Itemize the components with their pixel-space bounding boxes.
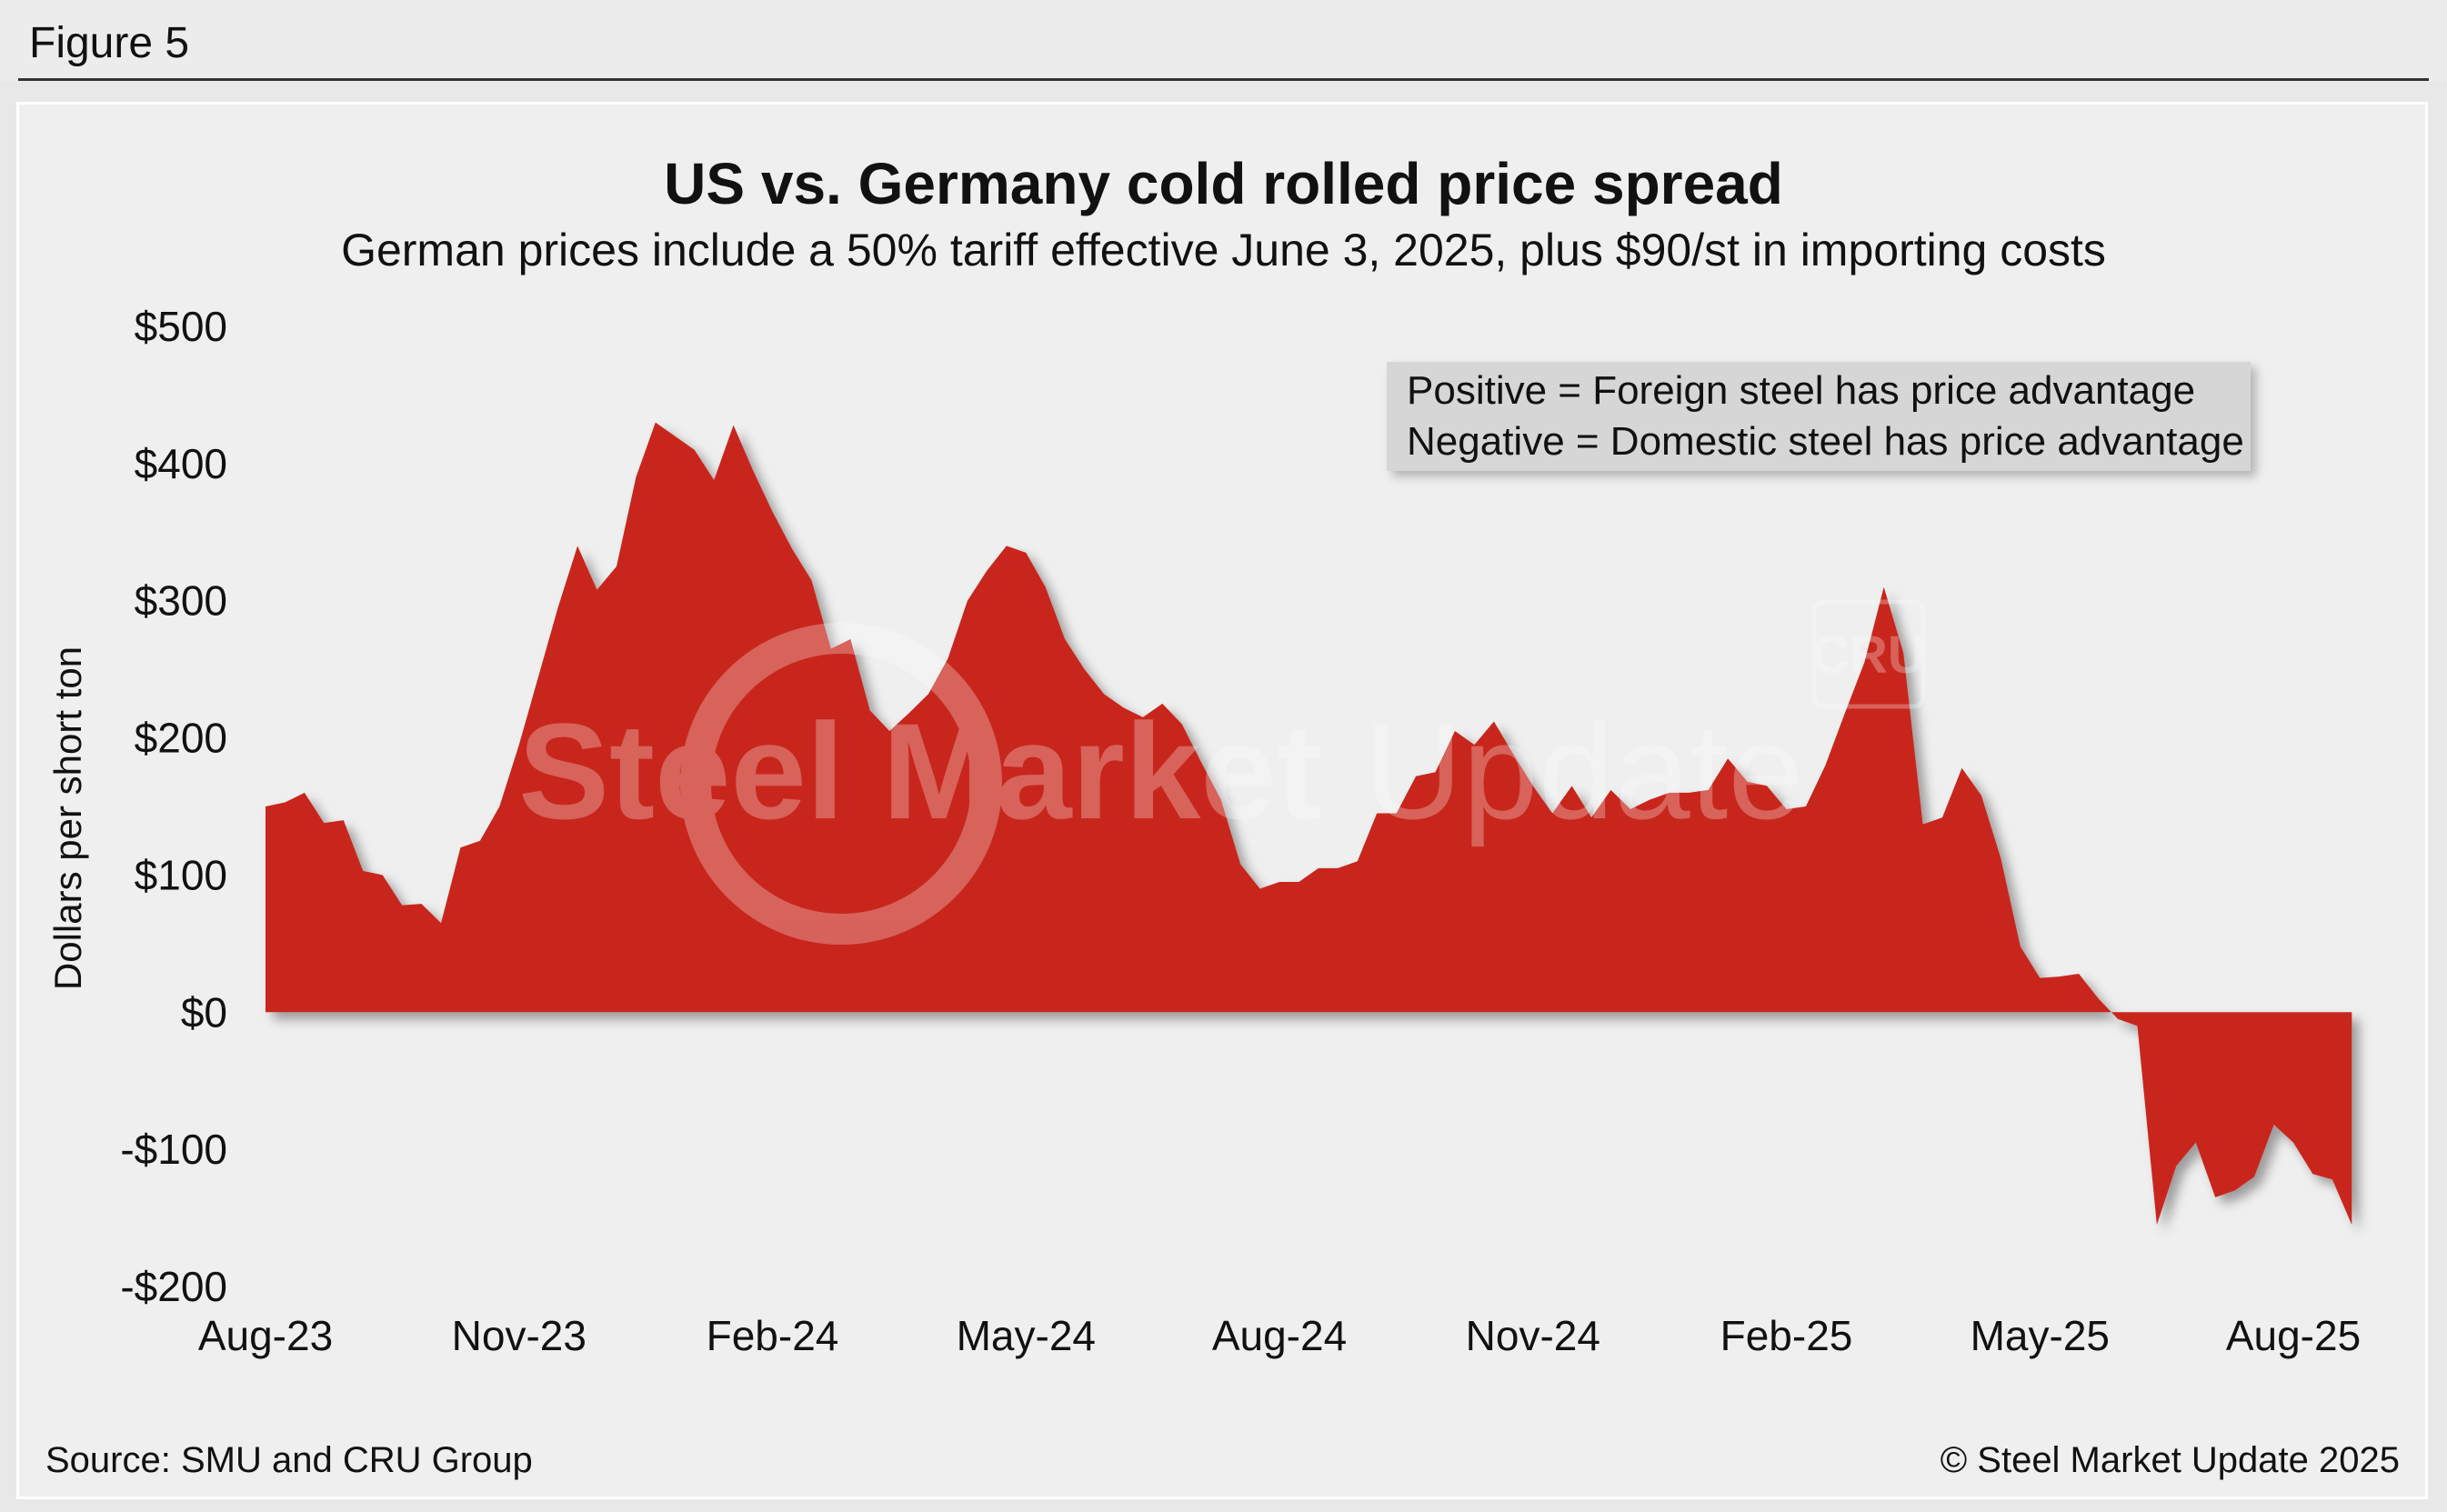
source-note: Source: SMU and CRU Group: [45, 1440, 533, 1480]
x-tick-label: May-25: [1971, 1312, 2110, 1359]
figure-label: Figure 5: [29, 19, 190, 67]
chart-subtitle: German prices include a 50% tariff effec…: [341, 225, 2106, 275]
x-tick-label: May-24: [957, 1312, 1096, 1359]
x-tick-label: Nov-24: [1466, 1312, 1600, 1359]
watermark-text-bold: Steel Market: [518, 695, 1322, 847]
legend-note-positive: Positive = Foreign steel has price advan…: [1407, 368, 2196, 413]
chart-panel: [16, 102, 2428, 1499]
header-rule: [18, 78, 2429, 81]
x-tick-label: Aug-23: [198, 1312, 333, 1359]
y-axis-label: Dollars per short ton: [46, 646, 89, 991]
x-tick-label: Feb-25: [1720, 1312, 1853, 1359]
y-tick-label: $0: [181, 988, 227, 1036]
watermark-badge-text: CRU: [1811, 626, 1926, 685]
y-tick-label: $400: [135, 440, 227, 487]
spread-area: [266, 422, 2352, 1226]
legend-note-negative: Negative = Domestic steel has price adva…: [1407, 419, 2244, 464]
y-tick-label: -$100: [120, 1126, 227, 1173]
x-tick-label: Feb-24: [707, 1312, 839, 1359]
watermark-circle: [680, 623, 1002, 945]
y-tick-label: -$200: [120, 1263, 227, 1310]
x-tick-label: Aug-24: [1212, 1312, 1347, 1359]
y-tick-label: $100: [135, 851, 227, 898]
y-tick-label: $200: [135, 715, 227, 762]
x-tick-label: Aug-25: [2226, 1312, 2361, 1359]
watermark-text-light: Update: [1364, 695, 1804, 847]
copyright-note: © Steel Market Update 2025: [1940, 1440, 2400, 1480]
chart-title: US vs. Germany cold rolled price spread: [664, 151, 1783, 216]
y-tick-label: $300: [135, 577, 227, 625]
watermark-badge: [1811, 599, 1926, 709]
y-tick-label: $500: [135, 303, 227, 350]
legend-note-box: Positive = Foreign steel has price advan…: [1387, 362, 2251, 471]
figure-header: Figure 5: [0, 0, 2447, 82]
x-tick-label: Nov-23: [452, 1312, 587, 1359]
